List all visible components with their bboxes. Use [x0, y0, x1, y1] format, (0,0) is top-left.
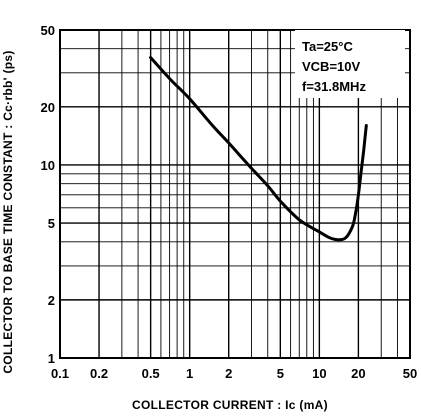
y-tick-label: 20 — [41, 100, 55, 115]
x-tick-label: 0.5 — [142, 366, 160, 381]
x-tick-label: 10 — [312, 366, 326, 381]
condition-vcb: VCB=10V — [302, 59, 360, 74]
x-tick-label: 1 — [186, 366, 193, 381]
x-tick-label: 20 — [351, 366, 365, 381]
x-tick-label: 0.2 — [90, 366, 108, 381]
condition-frequency: f=31.8MHz — [302, 79, 366, 94]
x-tick-label: 2 — [225, 366, 232, 381]
plot-frame — [59, 29, 411, 359]
x-tick-label: 5 — [277, 366, 284, 381]
conditions-box: Ta=25°C VCB=10V f=31.8MHz — [295, 30, 405, 98]
condition-temperature: Ta=25°C — [302, 39, 353, 54]
y-tick-label: 1 — [48, 351, 55, 366]
x-axis-label: COLLECTOR CURRENT : Ic (mA) — [132, 398, 328, 412]
x-tick-label: 50 — [403, 366, 417, 381]
x-tick-labels: 0.1 0.2 0.5 1 2 5 10 20 50 — [51, 366, 417, 381]
y-tick-labels: 1 2 5 10 20 50 — [41, 23, 55, 366]
x-tick-label: 0.1 — [51, 366, 69, 381]
y-tick-label: 2 — [48, 293, 55, 308]
y-tick-label: 50 — [41, 23, 55, 38]
y-tick-label: 5 — [48, 216, 55, 231]
y-axis-label: COLLECTOR TO BASE TIME CONSTANT : Cc·rbb… — [1, 50, 15, 373]
y-tick-label: 10 — [41, 158, 55, 173]
series-line-0 — [149, 56, 368, 242]
